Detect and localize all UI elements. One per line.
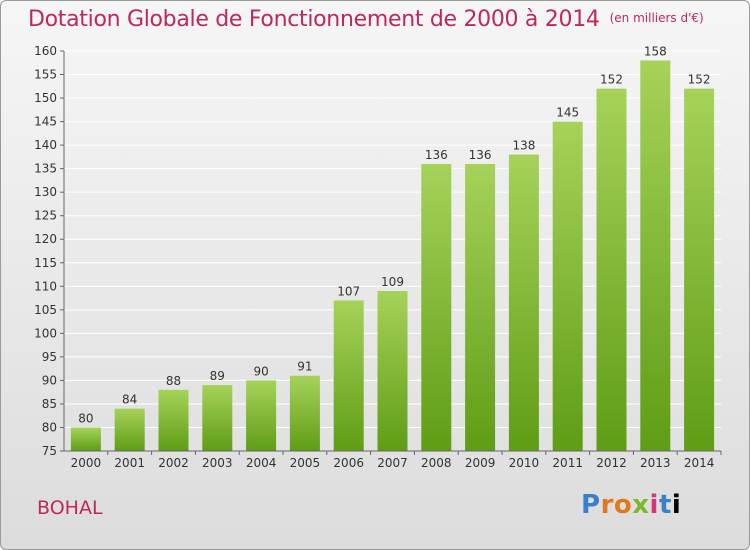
x-tick-label: 2006	[333, 456, 364, 470]
y-axis-ticks: 75 80 85 90 95 100 105 110 115 120 125 130 135 140 145…	[34, 44, 64, 458]
commune-name: BOHAL	[37, 497, 103, 519]
bar-2004	[246, 380, 277, 451]
x-tick-label: 2008	[421, 456, 452, 470]
y-tick-label: 120	[34, 232, 57, 246]
y-tick-label: 80	[42, 420, 57, 434]
bar-value-label: 145	[556, 106, 579, 120]
x-axis-ticks: 2000 2001 2002 2003 2004 2005 2006 2007 2008 2009…	[71, 451, 722, 470]
logo-letter: P	[581, 490, 601, 520]
bar-2010	[508, 154, 539, 451]
logo-letter: i	[671, 490, 682, 520]
y-tick-label: 115	[34, 256, 57, 270]
y-tick-label: 160	[34, 44, 57, 58]
bar-2013	[640, 60, 671, 451]
x-tick-label: 2004	[246, 456, 277, 470]
unit-note: (en milliers d'€)	[609, 11, 704, 25]
bar-2007	[377, 291, 408, 451]
y-tick-label: 110	[34, 279, 57, 293]
y-tick-label: 145	[34, 115, 57, 129]
bar-value-label: 84	[122, 393, 137, 407]
bar-2011	[552, 121, 583, 452]
x-tick-label: 2002	[158, 456, 189, 470]
bar-2000	[70, 427, 101, 451]
bar-value-label: 107	[337, 284, 360, 298]
bar-value-label: 136	[469, 148, 492, 162]
bar-value-label: 89	[210, 369, 225, 383]
bar-value-label: 91	[297, 360, 312, 374]
bar-value-label: 136	[425, 148, 448, 162]
y-tick-label: 105	[34, 303, 57, 317]
y-tick-label: 85	[42, 397, 57, 411]
x-tick-label: 2001	[114, 456, 145, 470]
bar-2012	[596, 88, 627, 451]
logo-letter: i	[649, 490, 659, 520]
bar-2003	[202, 385, 233, 451]
y-tick-label: 140	[34, 138, 57, 152]
bar-value-label: 138	[512, 139, 535, 153]
chart-title-text: Dotation Globale de Fonctionnement de 20…	[28, 7, 600, 32]
logo-letter: o	[613, 490, 633, 520]
bar-value-label: 88	[166, 374, 181, 388]
x-tick-label: 2011	[552, 456, 583, 470]
x-tick-label: 2010	[509, 456, 540, 470]
x-tick-label: 2012	[596, 456, 627, 470]
logo-letter: r	[600, 490, 614, 520]
x-tick-label: 2003	[202, 456, 233, 470]
proxiti-logo: Proxiti	[581, 490, 681, 520]
bars: 80 84 88 89 90 91 107 109 136 136 138 145 152 158 152	[70, 44, 715, 452]
y-tick-label: 95	[42, 350, 57, 364]
y-tick-label: 135	[34, 162, 57, 176]
y-tick-label: 125	[34, 209, 57, 223]
bar-2006	[333, 300, 364, 451]
x-tick-label: 2014	[684, 456, 715, 470]
bar-value-label: 109	[381, 275, 404, 289]
chart-title: Dotation Globale de Fonctionnement de 20…	[28, 7, 704, 32]
y-tick-label: 130	[34, 185, 57, 199]
y-tick-label: 75	[42, 444, 57, 458]
bar-2009	[465, 163, 496, 452]
bar-2002	[158, 389, 189, 451]
bar-2014	[684, 88, 715, 451]
x-tick-label: 2013	[640, 456, 671, 470]
bar-2008	[421, 163, 452, 452]
bar-value-label: 158	[644, 44, 667, 58]
x-tick-label: 2009	[465, 456, 496, 470]
bar-2001	[114, 408, 145, 451]
y-tick-label: 150	[34, 91, 57, 105]
y-tick-label: 90	[42, 373, 57, 387]
logo-letter: x	[632, 490, 650, 520]
x-tick-label: 2005	[290, 456, 321, 470]
y-tick-label: 155	[34, 68, 57, 82]
x-tick-label: 2007	[377, 456, 408, 470]
bar-value-label: 152	[600, 73, 623, 87]
y-tick-label: 100	[34, 326, 57, 340]
bar-value-label: 80	[78, 411, 93, 425]
x-tick-label: 2000	[71, 456, 102, 470]
bar-value-label: 90	[253, 364, 268, 378]
bar-value-label: 152	[688, 73, 711, 87]
logo-letter: t	[658, 490, 672, 520]
bar-2005	[289, 375, 320, 451]
